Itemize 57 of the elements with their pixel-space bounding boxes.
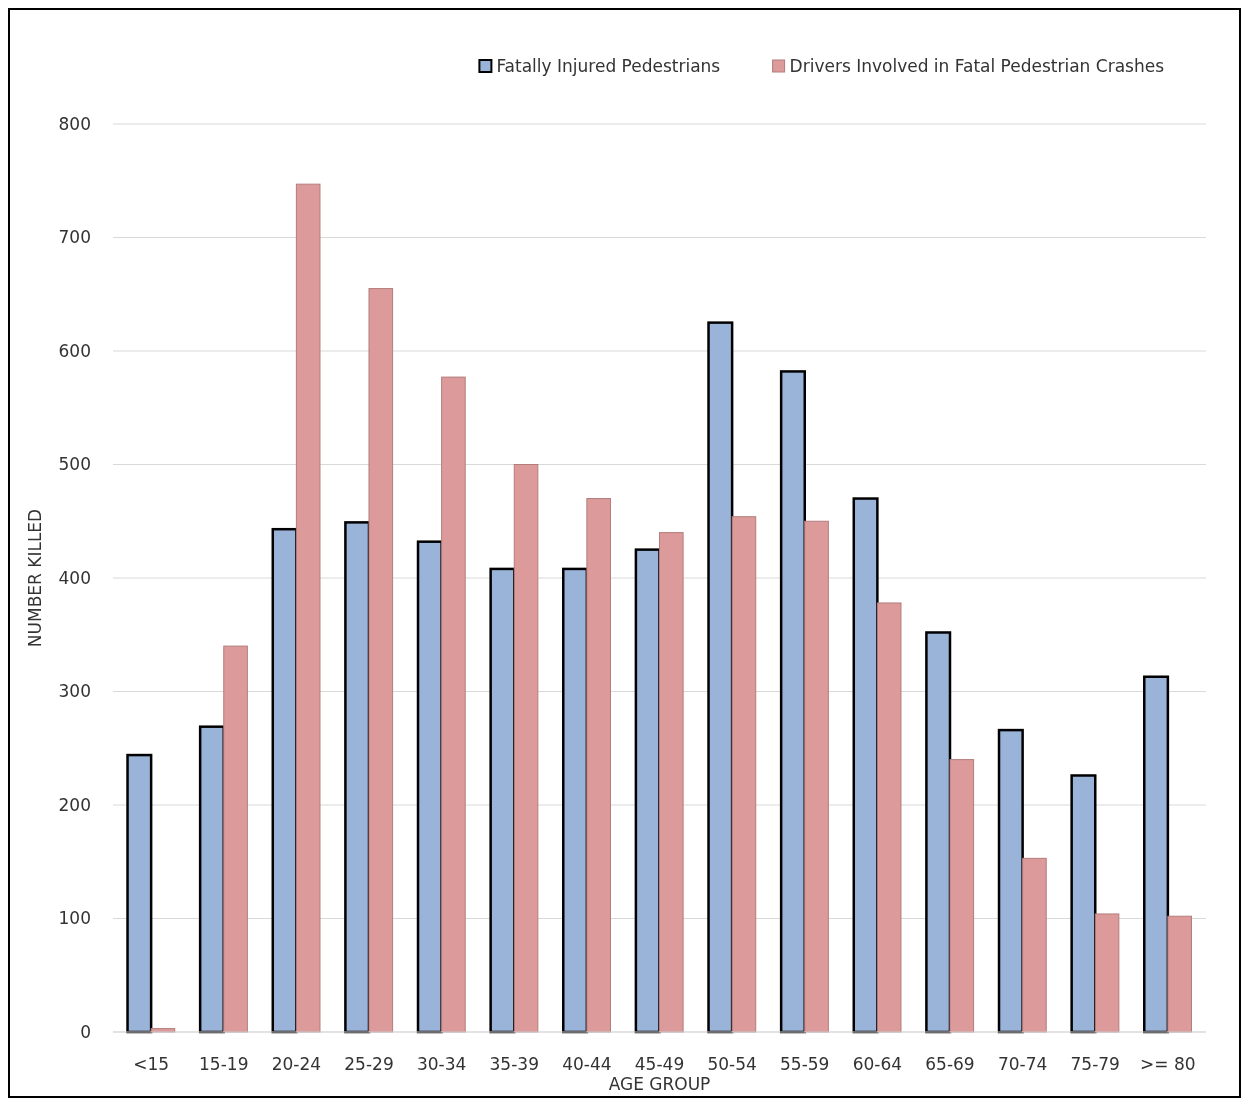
bar [659, 532, 684, 1033]
bar [1022, 857, 1047, 1033]
bar [707, 321, 734, 1034]
x-tick-label: 20-24 [271, 1054, 322, 1074]
bar [223, 645, 248, 1033]
bar [1094, 913, 1120, 1033]
x-tick-label: 30-34 [416, 1054, 467, 1074]
bar [997, 728, 1024, 1034]
x-tick-label: 25-29 [344, 1054, 394, 1074]
bar [489, 567, 516, 1034]
y-tick-label: 0 [80, 1021, 91, 1042]
bar [586, 498, 611, 1033]
y-tick-label: 300 [58, 681, 91, 702]
bar [295, 183, 321, 1033]
x-tick-label: 55-59 [780, 1054, 830, 1074]
y-tick-label: 400 [58, 567, 91, 588]
x-tick-label: 45-49 [634, 1054, 685, 1074]
x-tick-label: 35-39 [489, 1054, 539, 1074]
x-tick-label: 50-54 [707, 1054, 757, 1074]
y-tick-label: 800 [58, 113, 91, 134]
bar [852, 497, 879, 1034]
bar [441, 376, 466, 1033]
bar [198, 725, 225, 1034]
bar [876, 602, 902, 1033]
bar [779, 370, 806, 1034]
x-tick-label: <15 [133, 1054, 170, 1074]
y-axis-title: NUMBER KILLED [25, 508, 45, 648]
bar [925, 631, 952, 1034]
bar [126, 753, 153, 1034]
bar [368, 288, 394, 1033]
bar [344, 521, 371, 1034]
bar [416, 540, 443, 1034]
x-tick-label: 15-19 [199, 1054, 249, 1074]
legend-label: Drivers Involved in Fatal Pedestrian Crashes [789, 56, 1165, 76]
bar [731, 516, 757, 1033]
bar [1143, 675, 1170, 1034]
x-tick-label: 70-74 [997, 1054, 1048, 1074]
y-tick-label: 500 [58, 454, 91, 475]
x-tick-label: 75-79 [1070, 1054, 1120, 1074]
bar [1070, 774, 1097, 1034]
y-tick-label: 200 [58, 794, 91, 815]
y-tick-label: 600 [58, 340, 91, 361]
x-tick-label: 65-69 [925, 1054, 975, 1074]
bar [804, 520, 829, 1033]
bar [634, 548, 661, 1034]
bar [271, 527, 298, 1034]
x-axis-title: AGE GROUP [608, 1074, 711, 1094]
x-tick-label: 60-64 [852, 1054, 903, 1074]
y-tick-label: 100 [58, 908, 91, 929]
y-tick-label: 700 [58, 227, 91, 248]
x-tick-label: 40-44 [562, 1054, 612, 1074]
bar [562, 567, 589, 1034]
bar [1167, 915, 1192, 1033]
bar [513, 464, 539, 1033]
legend-label: Fatally Injured Pedestrians [496, 56, 721, 76]
bar [949, 759, 975, 1033]
x-tick-label: >= 80 [1140, 1054, 1196, 1074]
